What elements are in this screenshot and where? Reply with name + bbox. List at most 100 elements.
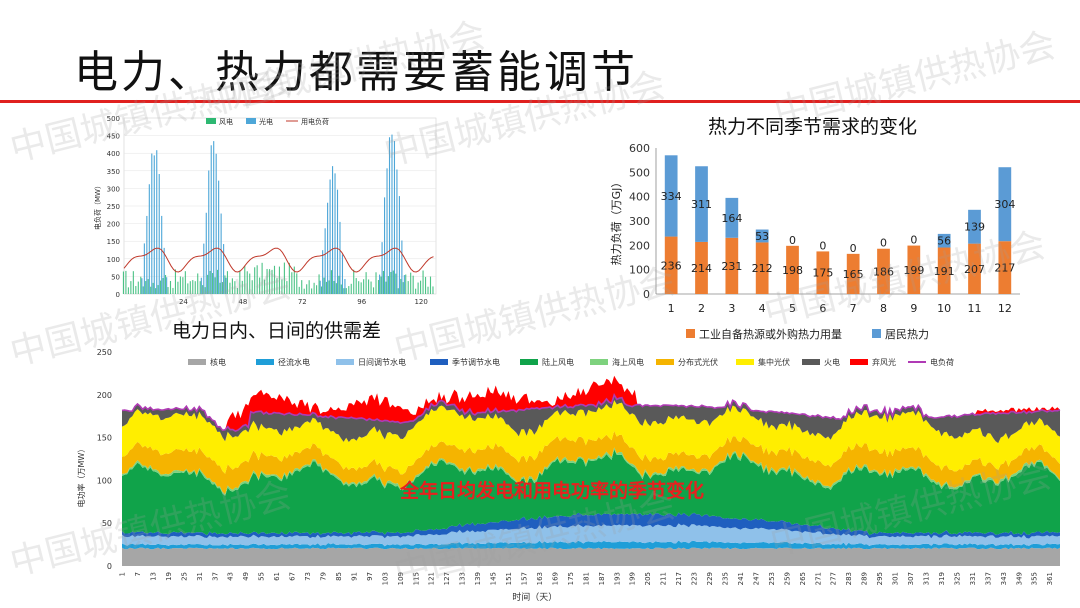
x-tick-label: 289: [861, 572, 869, 585]
wind-bar: [216, 269, 219, 294]
wind-bar: [402, 282, 404, 294]
solar-bar: [336, 189, 339, 294]
x-axis-label: 时间（天）: [512, 591, 557, 603]
wind-bar: [251, 280, 253, 294]
solar-bar: [161, 215, 163, 294]
wind-bar: [415, 288, 417, 294]
wind-bar: [422, 270, 424, 294]
wind-bar: [395, 273, 397, 294]
solar-bar: [322, 250, 324, 294]
area-径流水电: [122, 540, 1060, 550]
daily-power-chart: 0 50 100 150 200 250 300 350 400 450 500 24 48 72 96 12…: [93, 115, 437, 308]
y-tick-label: 350: [107, 168, 120, 176]
legend-label: 陆上风电: [542, 357, 574, 367]
x-tick-label: 11: [968, 302, 982, 315]
wind-bar: [340, 284, 342, 294]
wind-bar: [400, 278, 402, 294]
wind-bar: [122, 271, 124, 294]
area-核电: [122, 547, 1060, 566]
x-tick-label: 115: [412, 572, 420, 585]
residential-bar: [755, 229, 769, 243]
wind-bar: [174, 269, 176, 294]
legend-swatch-industrial: [686, 329, 695, 338]
y-tick-label: 50: [102, 519, 112, 528]
legend-swatch: [590, 359, 608, 365]
y-tick-label: 200: [107, 221, 120, 229]
x-tick-label: 343: [1000, 572, 1008, 585]
wind-bar: [330, 270, 332, 294]
x-tick-label: 325: [953, 572, 961, 585]
residential-data-label: 0: [789, 234, 796, 247]
industrial-bar: [998, 241, 1012, 294]
wind-bar: [135, 286, 137, 294]
wind-bar: [127, 287, 129, 294]
solar-bar: [208, 170, 210, 294]
wind-bar: [333, 280, 335, 294]
wind-bar: [360, 282, 362, 294]
solar-bar: [218, 180, 220, 294]
wind-bar: [276, 278, 278, 294]
residential-bar: [968, 209, 981, 244]
wind-bar: [249, 273, 251, 294]
x-tick-label: 37: [211, 572, 219, 581]
industrial-bar: [664, 236, 678, 294]
load-line: [123, 247, 434, 273]
x-tick-label: 187: [598, 572, 606, 585]
legend-label-industrial: 工业自备热源或外购热力用量: [699, 327, 842, 341]
wind-bar: [301, 280, 303, 294]
y-tick-label: 100: [97, 476, 112, 485]
x-tick-label: 235: [722, 572, 730, 585]
wind-bar: [372, 287, 375, 294]
wind-bar: [199, 281, 201, 294]
wind-bar: [303, 288, 305, 294]
x-tick-label: 199: [629, 572, 637, 585]
wind-bar: [261, 262, 263, 294]
y-tick-label: 200: [629, 239, 650, 252]
x-tick-label: 48: [238, 298, 247, 306]
wind-bar: [397, 288, 399, 294]
solar-bar: [148, 184, 150, 294]
wind-bar: [392, 270, 394, 294]
wind-bar: [224, 275, 226, 294]
solar-bar: [225, 277, 227, 294]
wind-bar: [155, 288, 157, 294]
wind-bar: [244, 265, 246, 294]
wind-bar: [328, 280, 330, 294]
industrial-data-label: 175: [812, 267, 833, 280]
wind-bar: [167, 287, 169, 294]
residential-bar: [998, 167, 1012, 242]
x-axis-label: 小时: [257, 307, 271, 308]
y-tick-label: 600: [629, 142, 650, 155]
wind-bar: [313, 282, 315, 294]
residential-data-label: 0: [850, 242, 857, 255]
industrial-data-label: 236: [661, 259, 682, 272]
legend-swatch: [430, 359, 448, 365]
wind-bar: [259, 277, 261, 294]
solar-bar: [213, 141, 215, 294]
wind-bar: [197, 273, 199, 294]
wind-bar: [412, 275, 414, 294]
residential-data-label: 304: [994, 198, 1015, 211]
wind-bar: [214, 277, 216, 294]
solar-bar: [329, 179, 331, 294]
x-tick-label: 355: [1031, 572, 1039, 585]
y-tick-label: 450: [107, 133, 120, 141]
wind-bar: [234, 281, 236, 294]
wind-bar: [377, 280, 380, 294]
solar-bar: [163, 247, 165, 294]
residential-data-label: 139: [964, 221, 985, 234]
solar-bar: [210, 145, 212, 294]
x-tick-label: 253: [768, 572, 776, 585]
wind-bar: [405, 274, 407, 294]
industrial-data-label: 191: [934, 265, 955, 278]
wind-bar: [184, 271, 186, 294]
solar-bar: [153, 155, 155, 294]
wind-bar: [390, 271, 392, 294]
industrial-bar: [877, 248, 890, 294]
industrial-data-label: 217: [994, 262, 1015, 275]
industrial-bar: [937, 247, 951, 294]
wind-bar: [355, 278, 357, 294]
wind-bar: [266, 268, 268, 294]
x-tick-label: 361: [1046, 572, 1054, 585]
wind-bar: [236, 287, 238, 294]
